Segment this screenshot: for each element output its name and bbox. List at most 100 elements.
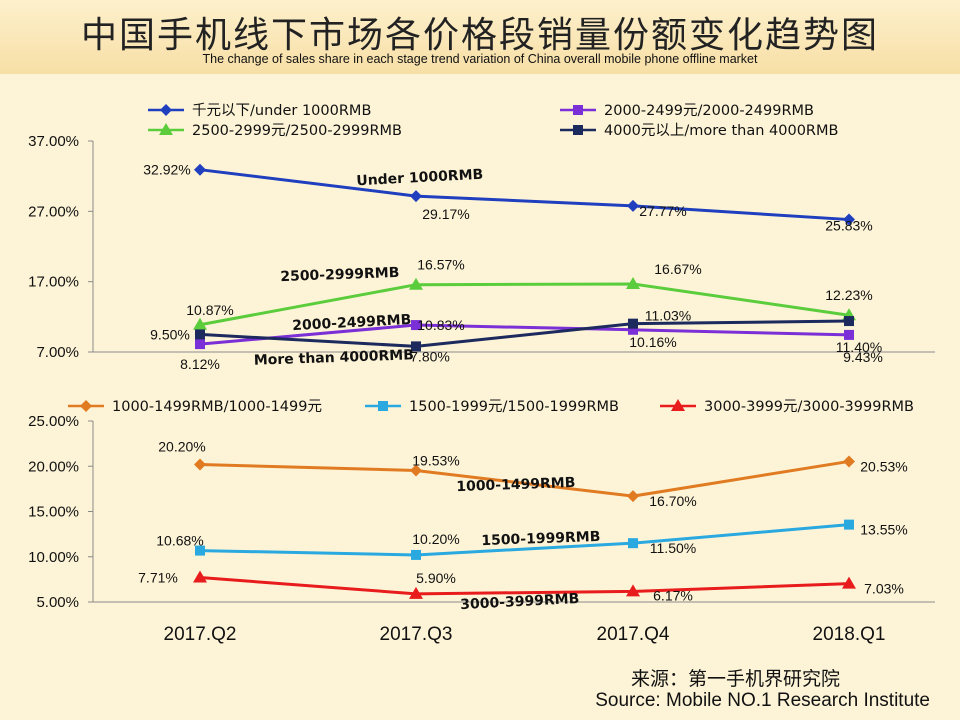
data-label: 10.20% bbox=[412, 531, 459, 547]
data-point bbox=[411, 320, 421, 331]
data-point bbox=[628, 324, 638, 335]
series-line bbox=[199, 168, 850, 222]
data-point bbox=[628, 538, 638, 549]
data-label: 11.50% bbox=[650, 540, 696, 556]
data-label: 20.53% bbox=[860, 458, 907, 474]
data-label: 19.53% bbox=[412, 453, 459, 469]
data-label: 29.17% bbox=[422, 206, 469, 222]
y-tick-label: 10.00% bbox=[28, 549, 79, 566]
data-label: 10.87% bbox=[186, 302, 233, 318]
data-label: 20.20% bbox=[158, 438, 205, 454]
data-point bbox=[411, 341, 421, 352]
data-label: 10.83% bbox=[417, 317, 464, 333]
data-label: 16.67% bbox=[654, 261, 701, 277]
source-zh: 来源：第一手机界研究院 bbox=[630, 668, 840, 690]
data-label: 27.77% bbox=[639, 203, 686, 219]
data-point bbox=[410, 190, 422, 203]
y-tick-label: 25.00% bbox=[28, 413, 79, 430]
data-label: 13.55% bbox=[860, 522, 907, 538]
legend-swatch-marker bbox=[160, 104, 172, 116]
series-annotation: Under 1000RMB bbox=[356, 167, 484, 190]
legend-swatch-marker bbox=[378, 401, 388, 411]
legend-label: 3000-3999元/3000-3999RMB bbox=[704, 399, 914, 415]
data-label: 9.43% bbox=[843, 349, 883, 365]
data-label: 10.16% bbox=[629, 334, 676, 350]
data-point bbox=[844, 329, 854, 340]
chart-title: 中国手机线下市场各价格段销量份额变化趋势图 bbox=[80, 15, 879, 56]
legend-label: 1500-1999元/1500-1999RMB bbox=[409, 399, 619, 415]
data-label: 7.71% bbox=[138, 569, 178, 585]
legend-swatch-marker bbox=[671, 399, 685, 411]
series-annotation: 2500-2999RMB bbox=[280, 265, 400, 285]
y-tick-label: 37.00% bbox=[28, 133, 79, 150]
x-tick-label: 2017.Q3 bbox=[380, 624, 453, 645]
data-point bbox=[626, 584, 640, 597]
data-point bbox=[195, 329, 205, 340]
data-label: 32.92% bbox=[143, 162, 190, 178]
y-tick-label: 5.00% bbox=[36, 594, 79, 611]
data-label: 25.83% bbox=[825, 218, 872, 234]
data-label: 12.23% bbox=[825, 287, 872, 303]
legend-label: 2500-2999元/2500-2999RMB bbox=[192, 123, 402, 139]
series-line bbox=[199, 319, 850, 348]
data-point bbox=[409, 586, 423, 599]
legend-swatch-marker bbox=[159, 123, 173, 135]
data-point bbox=[842, 576, 856, 589]
source-en: Source: Mobile NO.1 Research Institute bbox=[595, 690, 930, 711]
data-label: 9.50% bbox=[150, 326, 190, 342]
series-annotation: 3000-3999RMB bbox=[460, 591, 580, 613]
data-label: 6.17% bbox=[653, 587, 693, 603]
series-line bbox=[199, 523, 850, 557]
y-tick-label: 15.00% bbox=[28, 504, 79, 521]
y-tick-label: 7.00% bbox=[36, 344, 79, 361]
title-banner: 中国手机线下市场各价格段销量份额变化趋势图 The change of sale… bbox=[0, 0, 960, 74]
data-label: 16.57% bbox=[417, 257, 464, 273]
data-point bbox=[626, 276, 640, 289]
data-point bbox=[195, 339, 205, 350]
data-label: 11.03% bbox=[645, 308, 691, 324]
data-point bbox=[843, 455, 855, 468]
data-point bbox=[409, 277, 423, 290]
legend-swatch-marker bbox=[573, 105, 583, 115]
data-point bbox=[627, 490, 639, 503]
legend-swatch-marker bbox=[80, 400, 92, 412]
y-tick-label: 20.00% bbox=[28, 458, 79, 475]
legend-label: 4000元以上/more than 4000RMB bbox=[604, 122, 838, 139]
series-annotation: 2000-2499RMB bbox=[292, 312, 412, 334]
data-point bbox=[627, 199, 639, 212]
series-line bbox=[199, 459, 850, 498]
series-line bbox=[199, 282, 850, 327]
data-label: 16.70% bbox=[649, 493, 696, 509]
data-point bbox=[844, 316, 854, 327]
data-point bbox=[628, 318, 638, 329]
series-line bbox=[199, 575, 850, 596]
series-annotation: 1500-1999RMB bbox=[481, 529, 601, 549]
data-label: 7.80% bbox=[410, 348, 450, 364]
data-point bbox=[194, 458, 206, 471]
data-point bbox=[844, 519, 854, 530]
series-annotation: More than 4000RMB bbox=[254, 347, 415, 369]
data-point bbox=[843, 213, 855, 226]
data-point bbox=[410, 464, 422, 477]
data-point bbox=[193, 570, 207, 583]
data-label: 10.68% bbox=[156, 533, 203, 549]
data-label: 5.90% bbox=[416, 570, 456, 586]
x-tick-label: 2017.Q4 bbox=[597, 624, 670, 645]
data-label: 11.40% bbox=[836, 339, 882, 355]
data-label: 7.03% bbox=[864, 581, 904, 597]
x-tick-label: 2017.Q2 bbox=[164, 624, 237, 645]
x-tick-label: 2018.Q1 bbox=[813, 624, 886, 645]
data-label: 8.12% bbox=[180, 356, 220, 372]
data-point bbox=[195, 545, 205, 556]
data-point bbox=[193, 317, 207, 330]
chart-subtitle: The change of sales share in each stage … bbox=[202, 52, 758, 66]
data-point bbox=[194, 163, 206, 176]
series-line bbox=[199, 323, 850, 346]
y-tick-label: 27.00% bbox=[28, 203, 79, 220]
y-tick-label: 17.00% bbox=[28, 274, 79, 291]
legend-swatch-marker bbox=[573, 125, 583, 135]
legend-label: 千元以下/under 1000RMB bbox=[192, 102, 371, 119]
series-annotation: 1000-1499RMB bbox=[456, 475, 576, 495]
legend-label: 2000-2499元/2000-2499RMB bbox=[604, 103, 814, 119]
